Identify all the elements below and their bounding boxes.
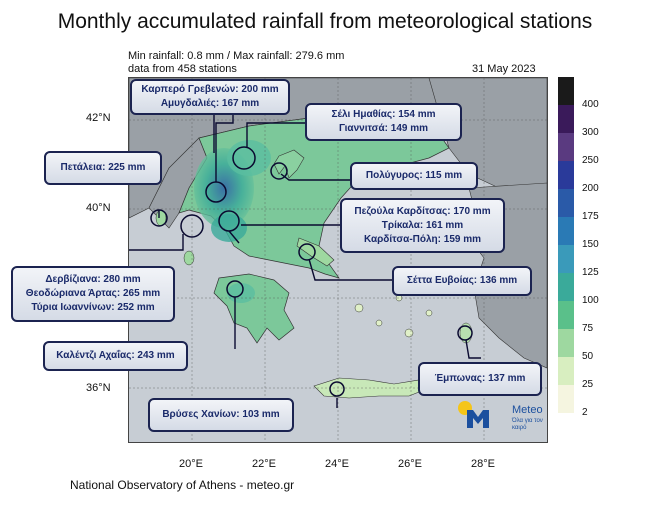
lon-label: 20°E	[179, 458, 203, 470]
scale-label: 175	[582, 211, 599, 222]
callout-emponas: Έμπωνας: 137 mm	[418, 362, 542, 396]
callout-petaleia: Πετάλεια: 225 mm	[44, 151, 162, 185]
scale-label: 2	[582, 407, 588, 418]
scale-label: 150	[582, 239, 599, 250]
callout-line: Σέττα Ευβοίας: 136 mm	[406, 275, 518, 286]
minmax-text: Min rainfall: 0.8 mm / Max rainfall: 279…	[128, 50, 345, 62]
lon-label: 22°E	[252, 458, 276, 470]
scale-swatch	[558, 273, 574, 302]
scale-swatch	[558, 133, 574, 162]
station-marker	[329, 381, 345, 397]
lon-label: 24°E	[325, 458, 349, 470]
scale-swatch	[558, 357, 574, 386]
stations-count: data from 458 stations	[128, 63, 237, 75]
scale-swatch	[558, 413, 574, 442]
callout-line: Τρίκαλα: 161 mm	[381, 219, 464, 231]
scale-swatch	[558, 329, 574, 358]
callout-line: Αμυγδαλιές: 167 mm	[160, 98, 260, 109]
station-marker	[270, 162, 288, 180]
callout-line: Πεζούλα Καρδίτσας: 170 mm	[354, 205, 491, 217]
date-label: 31 May 2023	[472, 63, 536, 75]
callout-line: Θεοδώριανα Άρτας: 265 mm	[25, 288, 161, 299]
callout-grevena: Καρπερό Γρεβενών: 200 mm Αμυγδαλιές: 167…	[130, 79, 290, 115]
callout-karditsa: Πεζούλα Καρδίτσας: 170 mm Τρίκαλα: 161 m…	[340, 198, 505, 253]
callout-kalentzi: Καλέντζι Αχαΐας: 243 mm	[43, 341, 188, 371]
callout-imathia: Σέλι Ημαθίας: 154 mm Γιαννιτσά: 149 mm	[305, 103, 462, 141]
lat-label: 42°N	[86, 112, 111, 124]
callout-arta: Δερβίζιανα: 280 mm Θεοδώριανα Άρτας: 265…	[11, 266, 175, 322]
callout-vryses: Βρύσες Χανίων: 103 mm	[148, 398, 294, 432]
scale-swatch	[558, 385, 574, 414]
station-marker	[232, 146, 256, 170]
scale-label: 200	[582, 183, 599, 194]
scale-label: 300	[582, 127, 599, 138]
scale-label: 50	[582, 351, 594, 362]
scale-swatch	[558, 105, 574, 134]
callout-line: Καρπερό Γρεβενών: 200 mm	[141, 84, 279, 95]
scale-swatch	[558, 77, 574, 106]
lon-label: 28°E	[471, 458, 495, 470]
logo-name: Meteo	[512, 404, 543, 416]
scale-label: 125	[582, 267, 599, 278]
callout-polygyros: Πολύγυρος: 115 mm	[350, 162, 478, 190]
scale-label: 75	[582, 323, 594, 334]
lon-label: 26°E	[398, 458, 422, 470]
station-marker	[180, 214, 204, 238]
footer-credit: National Observatory of Athens - meteo.g…	[70, 478, 295, 492]
scale-swatch	[558, 217, 574, 246]
callout-line: Τύρια Ιωαννίνων: 252 mm	[31, 302, 155, 313]
scale-swatch	[558, 189, 574, 218]
callout-line: Καλέντζι Αχαΐας: 243 mm	[56, 350, 175, 361]
logo-tagline: Όλα για τον καιρό	[512, 418, 543, 431]
callout-line: Πολύγυρος: 115 mm	[365, 170, 463, 181]
scale-swatch	[558, 245, 574, 274]
scale-label: 250	[582, 155, 599, 166]
map-title: Monthly accumulated rainfall from meteor…	[57, 10, 593, 33]
callout-line: Σέλι Ημαθίας: 154 mm	[331, 109, 436, 120]
scale-label: 25	[582, 379, 594, 390]
callout-line: Έμπωνας: 137 mm	[434, 373, 526, 384]
lat-label: 40°N	[86, 202, 111, 214]
scale-label: 400	[582, 99, 599, 110]
callout-line: Δερβίζιανα: 280 mm	[45, 274, 141, 285]
callout-line: Γιαννιτσά: 149 mm	[338, 123, 429, 134]
callout-line: Βρύσες Χανίων: 103 mm	[162, 409, 280, 420]
rainfall-color-scale	[558, 77, 574, 442]
station-marker	[457, 325, 473, 341]
station-marker	[298, 243, 316, 261]
callout-setta: Σέττα Ευβοίας: 136 mm	[392, 266, 532, 296]
callout-line: Καρδίτσα-Πόλη: 159 mm	[363, 233, 482, 245]
callout-line: Πετάλεια: 225 mm	[60, 162, 146, 173]
scale-swatch	[558, 161, 574, 190]
scale-label: 100	[582, 295, 599, 306]
lat-label: 36°N	[86, 382, 111, 394]
scale-swatch	[558, 301, 574, 330]
